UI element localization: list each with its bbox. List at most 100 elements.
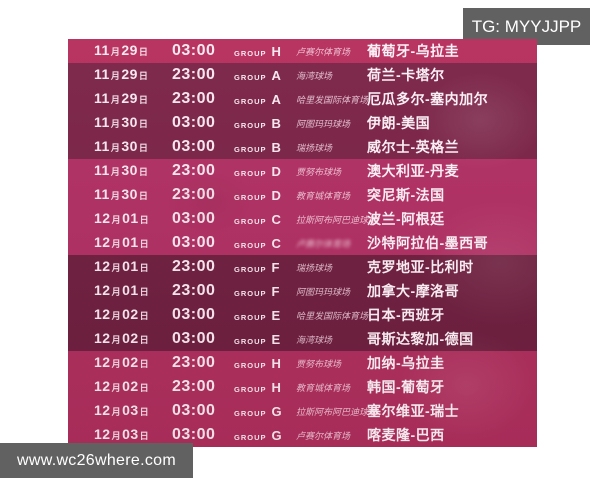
schedule-row: 11月30日 03:00 GROUP B 阿图玛玛球场 伊朗-美国 <box>68 111 537 135</box>
date-day-unit: 日 <box>138 95 149 105</box>
match-date: 12月02日 <box>94 330 172 348</box>
match-date: 12月02日 <box>94 354 172 372</box>
date-month-unit: 月 <box>110 191 121 201</box>
date-month: 11 <box>94 186 110 202</box>
group-label: GROUP <box>234 312 267 322</box>
date-day-unit: 日 <box>139 359 150 369</box>
group-label: GROUP <box>234 96 267 106</box>
date-day-unit: 日 <box>139 263 150 273</box>
date-day: 03 <box>122 426 139 442</box>
match-teams: 威尔士-英格兰 <box>367 139 460 155</box>
match-teams: 喀麦隆-巴西 <box>367 427 445 443</box>
match-teams: 韩国-葡萄牙 <box>367 379 445 395</box>
date-month: 12 <box>94 306 111 322</box>
match-group: GROUP A <box>234 68 296 83</box>
match-group: GROUP D <box>234 188 296 203</box>
group-letter: F <box>271 283 280 299</box>
date-day: 29 <box>121 42 138 58</box>
date-day: 02 <box>122 354 139 370</box>
match-teams: 沙特阿拉伯-墨西哥 <box>367 235 489 251</box>
match-venue: 卢赛尔体育场 <box>296 46 351 57</box>
group-label: GROUP <box>234 168 267 178</box>
match-date: 11月30日 <box>94 114 172 132</box>
match-time: 23:00 <box>172 162 216 179</box>
match-group: GROUP G <box>234 428 296 443</box>
match-venue: 哈里发国际体育场 <box>296 94 369 105</box>
match-date: 12月01日 <box>94 282 172 300</box>
schedule-row: 12月03日 03:00 GROUP G 拉斯阿布阿巴迪球场 塞尔维亚-瑞士 <box>68 399 537 423</box>
match-group: GROUP H <box>234 356 296 371</box>
date-month-unit: 月 <box>111 335 122 345</box>
date-month: 12 <box>94 402 111 418</box>
match-group: GROUP B <box>234 116 296 131</box>
match-date: 12月01日 <box>94 210 172 228</box>
group-letter: B <box>271 139 281 155</box>
group-label: GROUP <box>234 240 267 250</box>
group-letter: H <box>271 43 281 59</box>
match-teams: 荷兰-卡塔尔 <box>367 67 445 83</box>
group-label: GROUP <box>234 48 267 58</box>
date-day-unit: 日 <box>138 47 149 57</box>
date-month: 12 <box>94 354 111 370</box>
match-venue: 卢赛尔体育场 <box>296 430 351 441</box>
match-teams: 塞尔维亚-瑞士 <box>367 403 460 419</box>
match-group: GROUP H <box>234 380 296 395</box>
match-group: GROUP C <box>234 212 296 227</box>
date-day: 02 <box>122 306 139 322</box>
match-time: 03:00 <box>172 234 216 251</box>
date-month: 12 <box>94 378 111 394</box>
schedule-row: 12月02日 23:00 GROUP H 教育城体育场 韩国-葡萄牙 <box>68 375 537 399</box>
group-label: GROUP <box>234 288 267 298</box>
date-month: 12 <box>94 426 111 442</box>
group-label: GROUP <box>234 432 267 442</box>
match-teams: 澳大利亚-丹麦 <box>367 163 460 179</box>
match-venue: 教育城体育场 <box>296 190 351 201</box>
date-month: 12 <box>94 258 111 274</box>
match-venue: 瑞扬球场 <box>296 262 333 273</box>
group-letter: C <box>271 235 281 251</box>
date-day: 30 <box>121 162 138 178</box>
match-teams: 葡萄牙-乌拉圭 <box>367 43 460 59</box>
date-day: 29 <box>121 66 138 82</box>
group-letter: E <box>271 307 281 323</box>
match-group: GROUP F <box>234 284 296 299</box>
date-day: 02 <box>122 378 139 394</box>
group-label: GROUP <box>234 192 267 202</box>
schedule-table: 11月29日 03:00 GROUP H 卢赛尔体育场 葡萄牙-乌拉圭 11月2… <box>68 39 537 447</box>
match-group: GROUP C <box>234 236 296 251</box>
group-letter: D <box>271 187 281 203</box>
match-venue: 阿图玛玛球场 <box>296 118 351 129</box>
date-month-unit: 月 <box>111 431 122 441</box>
date-day-unit: 日 <box>139 239 150 249</box>
date-month: 12 <box>94 330 111 346</box>
schedule-row: 12月02日 03:00 GROUP E 哈里发国际体育场 日本-西班牙 <box>68 303 537 327</box>
match-time: 23:00 <box>172 186 216 203</box>
match-venue: 教育城体育场 <box>296 382 351 393</box>
date-month-unit: 月 <box>110 71 121 81</box>
date-month: 11 <box>94 114 110 130</box>
group-label: GROUP <box>234 264 267 274</box>
date-day: 01 <box>122 258 139 274</box>
date-day: 30 <box>121 186 138 202</box>
date-day: 02 <box>122 330 139 346</box>
match-venue: 贾努布球场 <box>296 166 342 177</box>
match-venue: 卢赛尔体育场 <box>296 238 351 249</box>
schedule-row: 12月01日 23:00 GROUP F 瑞扬球场 克罗地亚-比利时 <box>68 255 537 279</box>
match-date: 11月30日 <box>94 138 172 156</box>
group-label: GROUP <box>234 120 267 130</box>
match-time: 03:00 <box>172 210 216 227</box>
date-month: 11 <box>94 138 110 154</box>
match-group: GROUP H <box>234 44 296 59</box>
match-date: 11月29日 <box>94 66 172 84</box>
date-day-unit: 日 <box>138 71 149 81</box>
match-venue: 阿图玛玛球场 <box>296 286 351 297</box>
schedule-row: 11月30日 03:00 GROUP B 瑞扬球场 威尔士-英格兰 <box>68 135 537 159</box>
match-time: 23:00 <box>172 90 216 107</box>
match-time: 03:00 <box>172 306 216 323</box>
match-time: 23:00 <box>172 258 216 275</box>
date-month-unit: 月 <box>110 119 121 129</box>
group-letter: G <box>271 427 282 443</box>
group-letter: A <box>271 67 281 83</box>
match-date: 11月29日 <box>94 42 172 60</box>
